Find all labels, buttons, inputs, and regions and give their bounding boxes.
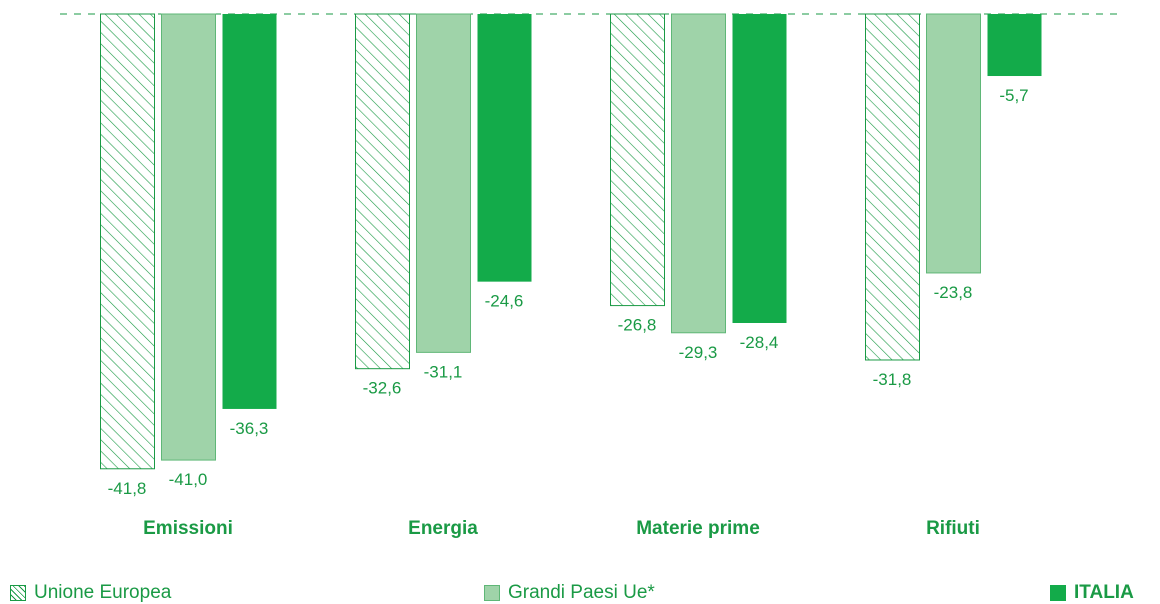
category-label-materie-prime: Materie prime [636,518,760,539]
bar-materie-prime-grandi-paesi-ue [671,13,726,334]
bar-rifiuti-grandi-paesi-ue [926,13,981,274]
legend-item-italia: ITALIA [1050,582,1134,604]
bar-emissioni-unione-europea [100,13,155,470]
legend-item-grandi-paesi: Grandi Paesi Ue* [484,582,655,604]
bar-materie-prime-italia [732,14,787,323]
bar-energia-italia [477,14,532,282]
bar-chart: -41,8 -41,0 -36,3 Emissioni -32,6 -31,1 -24,6 E… [60,13,1120,539]
hatched-swatch-icon [10,585,26,601]
legend-label-grandi-paesi: Grandi Paesi Ue* [508,582,655,603]
legend-label-unione-europea: Unione Europea [34,582,172,603]
value-label-emissioni-italia: -36,3 [230,419,269,438]
value-label-emissioni-unione-europea: -41,8 [108,479,147,498]
bar-emissioni-italia [222,14,277,409]
value-label-rifiuti-italia: -5,7 [999,86,1028,105]
dark-green-swatch-icon [1050,585,1066,601]
bar-materie-prime-unione-europea [610,13,665,307]
category-label-emissioni: Emissioni [143,518,233,539]
category-label-rifiuti: Rifiuti [926,518,980,539]
bar-rifiuti-unione-europea [865,13,920,361]
bar-energia-unione-europea [355,13,410,370]
bar-emissioni-grandi-paesi-ue [161,13,216,461]
value-label-materie-prime-italia: -28,4 [740,333,779,352]
value-label-energia-italia: -24,6 [485,292,524,311]
value-label-materie-prime-unione-europea: -26,8 [618,316,657,335]
light-green-swatch-icon [484,585,500,601]
bar-energia-grandi-paesi-ue [416,13,471,353]
value-label-energia-grandi-paesi-ue: -31,1 [424,362,463,381]
value-label-rifiuti-grandi-paesi-ue: -23,8 [934,283,973,302]
bar-rifiuti-italia [987,14,1042,77]
value-label-rifiuti-unione-europea: -31,8 [873,370,912,389]
legend-label-italia: ITALIA [1074,582,1134,603]
legend-item-unione-europea: Unione Europea [10,582,171,604]
value-label-emissioni-grandi-paesi-ue: -41,0 [169,470,208,489]
value-label-energia-unione-europea: -32,6 [363,379,402,398]
value-label-materie-prime-grandi-paesi-ue: -29,3 [679,343,718,362]
category-label-energia: Energia [408,518,478,539]
